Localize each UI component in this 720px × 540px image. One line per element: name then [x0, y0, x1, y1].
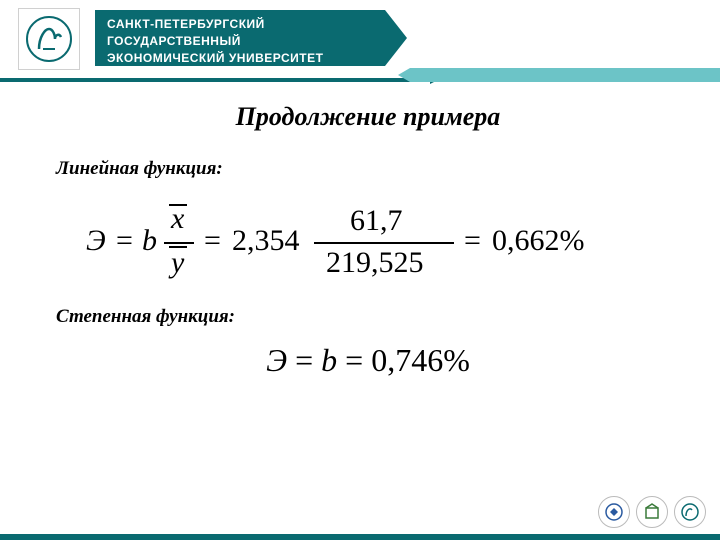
banner-arrow	[385, 10, 407, 66]
linear-label: Линейная функция:	[56, 158, 680, 180]
sym-eq2: =	[204, 224, 221, 258]
footer-bar	[0, 534, 720, 540]
footer-logo-2	[636, 496, 668, 528]
power-label: Степенная функция:	[56, 306, 680, 328]
sym-eq3: =	[464, 224, 481, 258]
footer-logo-3	[674, 496, 706, 528]
slide-header: САНКТ-ПЕТЕРБУРГСКИЙ ГОСУДАРСТВЕННЫЙ ЭКОН…	[0, 0, 720, 82]
sym-E: Э	[86, 224, 106, 258]
sym-b2: b	[321, 342, 337, 378]
sym-x: x	[171, 202, 184, 236]
footer-logo-1	[598, 496, 630, 528]
result2: 0,746%	[371, 342, 470, 378]
slide-content: Продолжение примера Линейная функция: Э …	[0, 82, 720, 379]
power-formula: Э = b = 0,746%	[56, 342, 680, 379]
slide-title: Продолжение примера	[56, 102, 680, 132]
sym-y: y	[171, 246, 184, 280]
num: 61,7	[350, 204, 403, 238]
sym-eq5: =	[345, 342, 371, 378]
uni-line1: САНКТ-ПЕТЕРБУРГСКИЙ	[107, 16, 373, 33]
result1: 0,662%	[492, 224, 585, 258]
university-banner: САНКТ-ПЕТЕРБУРГСКИЙ ГОСУДАРСТВЕННЫЙ ЭКОН…	[95, 10, 385, 66]
university-logo	[18, 8, 80, 70]
main-fracline	[314, 242, 454, 244]
linear-formula: Э = b x y = 2,354 61,7 219,525 = 0,662%	[86, 194, 680, 284]
den: 219,525	[326, 246, 424, 280]
footer-logos	[598, 496, 706, 528]
coef: 2,354	[232, 224, 300, 258]
stripe-light	[410, 68, 720, 82]
sym-eq1: =	[116, 224, 133, 258]
stripe-dark	[0, 78, 430, 82]
uni-line2: ГОСУДАРСТВЕННЫЙ	[107, 33, 373, 50]
uni-line3: ЭКОНОМИЧЕСКИЙ УНИВЕРСИТЕТ	[107, 50, 373, 67]
sym-b: b	[142, 224, 157, 258]
xy-fracline	[164, 242, 194, 244]
sym-E2: Э	[266, 342, 287, 378]
sym-eq4: =	[295, 342, 321, 378]
